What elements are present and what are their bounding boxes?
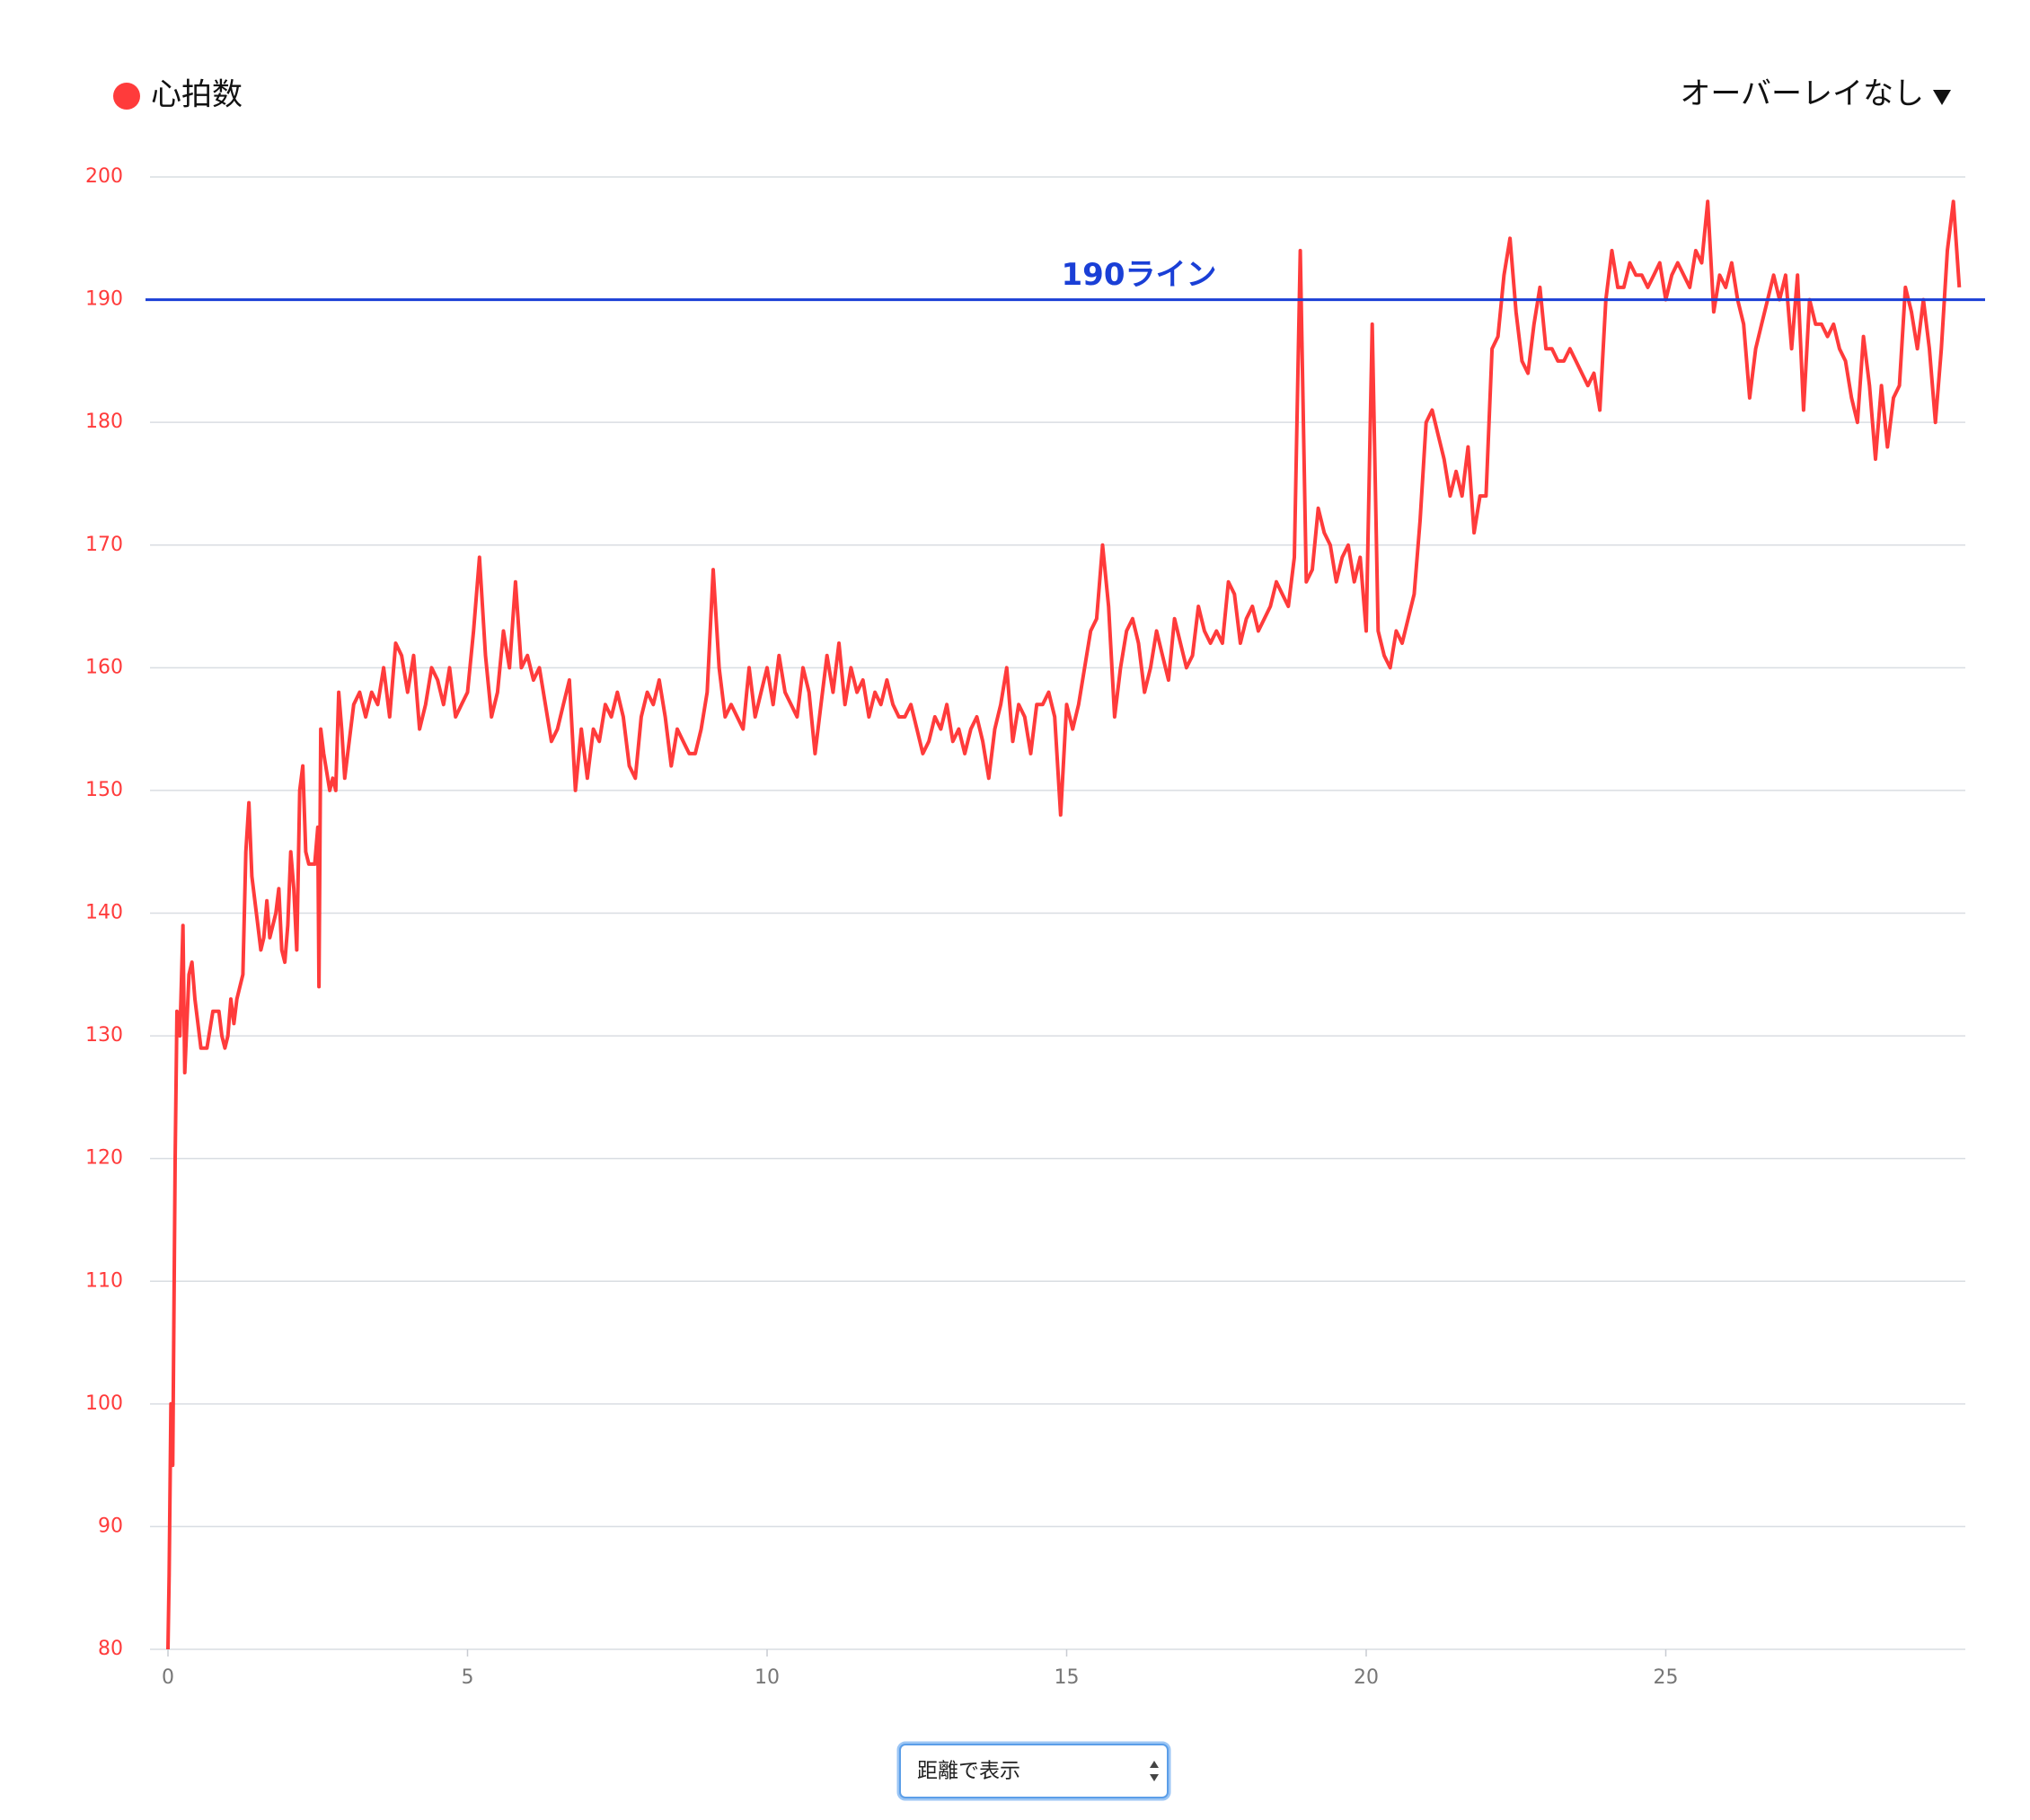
y-tick-label: 180 [85, 411, 123, 433]
x-tick-label: 15 [1055, 1666, 1080, 1689]
y-tick-label: 140 [85, 902, 123, 924]
select-arrow-up[interactable] [1150, 1761, 1159, 1768]
y-tick-label: 190 [85, 288, 123, 311]
heart-rate-line [166, 199, 1962, 1650]
x-tick-label: 10 [755, 1666, 780, 1689]
overlay-dropdown[interactable]: オーバーレイなし [1680, 76, 1951, 112]
reference-label: 190ライン [1062, 257, 1217, 293]
y-tick-label: 90 [98, 1515, 123, 1537]
x-tick-label: 0 [162, 1666, 174, 1689]
y-tick-label: 110 [85, 1269, 123, 1292]
x-tick-label: 25 [1654, 1666, 1679, 1689]
axis-select[interactable]: 距離で表示 [896, 1741, 1171, 1801]
legend-swatch [113, 83, 140, 110]
y-tick-label: 100 [85, 1392, 123, 1415]
y-tick-label: 120 [85, 1147, 123, 1170]
y-tick-label: 170 [85, 534, 123, 556]
select-box[interactable] [899, 1744, 1169, 1798]
y-tick-label: 130 [85, 1024, 123, 1047]
legend-label: 心拍数 [151, 77, 243, 113]
y-tick-label: 150 [85, 779, 123, 801]
y-tick-label: 160 [85, 656, 123, 678]
x-tick-label: 20 [1354, 1666, 1379, 1689]
dropdown-arrow[interactable] [1933, 90, 1951, 105]
y-tick-label: 200 [85, 165, 123, 188]
select-arrow-down[interactable] [1150, 1774, 1159, 1781]
overlay-dropdown-label[interactable]: オーバーレイなし [1680, 76, 1924, 112]
x-tick-label: 5 [462, 1666, 474, 1689]
select-label[interactable]: 距離で表示 [917, 1760, 1020, 1783]
y-tick-label: 80 [98, 1638, 123, 1660]
